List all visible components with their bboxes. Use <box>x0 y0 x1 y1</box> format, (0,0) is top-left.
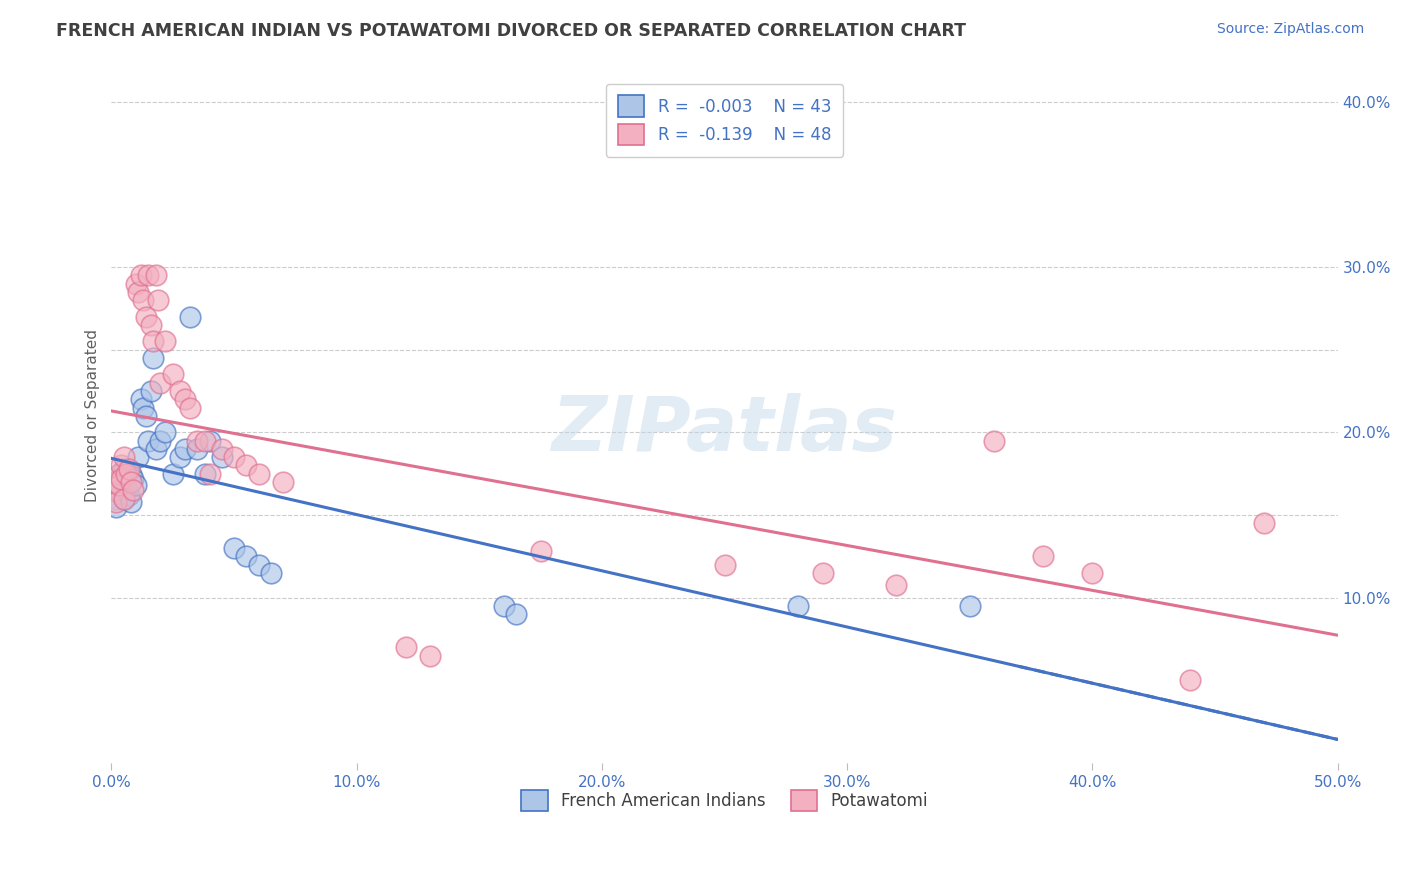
Point <box>194 434 217 448</box>
Point <box>127 450 149 465</box>
Point <box>1081 566 1104 580</box>
Point <box>139 318 162 332</box>
Point <box>115 475 138 489</box>
Point <box>132 401 155 415</box>
Point <box>129 268 152 283</box>
Point <box>103 475 125 489</box>
Point <box>179 401 201 415</box>
Point <box>247 467 270 481</box>
Point <box>107 478 129 492</box>
Point <box>1180 673 1202 688</box>
Point <box>529 544 551 558</box>
Point <box>959 599 981 613</box>
Point <box>1253 516 1275 531</box>
Point <box>145 268 167 283</box>
Point <box>149 434 172 448</box>
Point <box>103 483 125 498</box>
Point <box>105 495 128 509</box>
Point <box>122 483 145 498</box>
Point <box>260 566 283 580</box>
Point <box>110 486 132 500</box>
Point <box>811 566 834 580</box>
Point <box>884 577 907 591</box>
Point <box>112 462 135 476</box>
Point <box>983 434 1005 448</box>
Point <box>146 293 169 307</box>
Point <box>162 368 184 382</box>
Point <box>110 472 132 486</box>
Point <box>125 478 148 492</box>
Point <box>395 640 418 655</box>
Point <box>107 467 129 481</box>
Point <box>122 472 145 486</box>
Point <box>174 392 197 407</box>
Point <box>174 442 197 456</box>
Point <box>135 409 157 423</box>
Point <box>107 467 129 481</box>
Point <box>105 475 128 489</box>
Point <box>145 442 167 456</box>
Point <box>222 450 245 465</box>
Point <box>107 478 129 492</box>
Point <box>492 599 515 613</box>
Point <box>115 467 138 481</box>
Point <box>235 549 257 564</box>
Point <box>103 483 125 498</box>
Point <box>120 467 142 481</box>
Point <box>271 475 294 489</box>
Point <box>117 462 139 476</box>
Point <box>112 491 135 506</box>
Point <box>505 607 527 622</box>
Point <box>198 434 221 448</box>
Point <box>787 599 810 613</box>
Point <box>211 442 233 456</box>
Point <box>105 491 128 506</box>
Text: Source: ZipAtlas.com: Source: ZipAtlas.com <box>1216 22 1364 37</box>
Point <box>132 293 155 307</box>
Point <box>125 277 148 291</box>
Point <box>127 285 149 299</box>
Point <box>136 434 159 448</box>
Point <box>1032 549 1054 564</box>
Point <box>105 500 128 514</box>
Point <box>222 541 245 555</box>
Point <box>120 475 142 489</box>
Point <box>142 334 165 349</box>
Point <box>179 310 201 324</box>
Point <box>247 558 270 572</box>
Point <box>155 334 177 349</box>
Point <box>110 458 132 473</box>
Point <box>419 648 441 663</box>
Point <box>142 351 165 365</box>
Point <box>194 467 217 481</box>
Point <box>120 495 142 509</box>
Point <box>136 268 159 283</box>
Point <box>139 384 162 398</box>
Point <box>169 384 191 398</box>
Point <box>198 467 221 481</box>
Point <box>155 425 177 440</box>
Point <box>149 376 172 390</box>
Point <box>112 491 135 506</box>
Point <box>186 434 208 448</box>
Text: FRENCH AMERICAN INDIAN VS POTAWATOMI DIVORCED OR SEPARATED CORRELATION CHART: FRENCH AMERICAN INDIAN VS POTAWATOMI DIV… <box>56 22 966 40</box>
Point <box>129 392 152 407</box>
Point <box>110 472 132 486</box>
Point <box>169 450 191 465</box>
Point <box>211 450 233 465</box>
Point <box>117 488 139 502</box>
Point <box>115 483 138 498</box>
Legend: French American Indians, Potawatomi: French American Indians, Potawatomi <box>508 776 942 824</box>
Point <box>713 558 735 572</box>
Point <box>186 442 208 456</box>
Point <box>235 458 257 473</box>
Point <box>112 450 135 465</box>
Text: ZIPatlas: ZIPatlas <box>551 392 897 467</box>
Point <box>162 467 184 481</box>
Y-axis label: Divorced or Separated: Divorced or Separated <box>86 329 100 502</box>
Point <box>135 310 157 324</box>
